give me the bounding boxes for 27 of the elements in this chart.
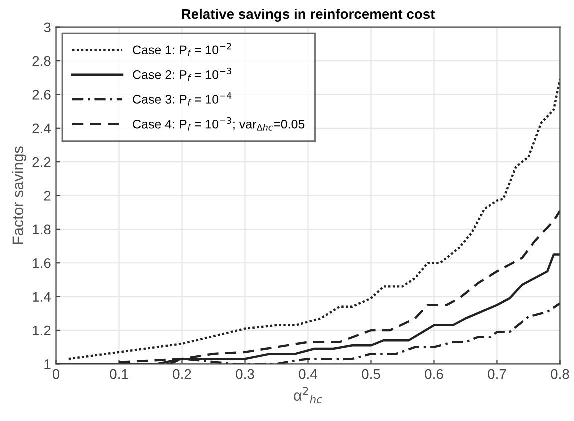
y-tick-label: 1.2 — [33, 326, 51, 336]
y-tick-label: 1.6 — [33, 258, 51, 268]
x-tick-label: 0.4 — [299, 369, 318, 380]
y-tick-label: 2.4 — [32, 124, 51, 134]
chart-title: Relative savings in reinforcement cost — [182, 8, 436, 22]
x-axis-title: α$^{2}$$_{hc}$ — [294, 387, 322, 404]
legend-label: Case 2: P$_{f}$ = 10$^{−3}$ — [133, 68, 232, 82]
y-tick-label: 1 — [44, 360, 51, 370]
x-tick-label: 0.6 — [425, 369, 444, 380]
x-tick-label: 0.2 — [173, 369, 192, 380]
y-tick-label: 2 — [44, 191, 51, 201]
legend-label: Case 1: P$_{f}$ = 10$^{−2}$ — [133, 43, 232, 56]
x-tick-label: 0.8 — [551, 369, 570, 380]
y-axis-title: Factor savings — [12, 146, 27, 244]
x-tick-label: 0.1 — [110, 369, 128, 380]
y-tick-label: 3 — [44, 22, 51, 33]
x-tick-label: 0.3 — [236, 369, 254, 380]
x-tick-label: 0 — [52, 369, 60, 380]
x-tick-label: 0.7 — [488, 369, 506, 380]
y-tick-label: 1.4 — [33, 292, 51, 302]
legend-label: Case 3: P$_{f}$ = 10$^{−4}$ — [133, 92, 232, 106]
legend-label: Case 4: P$_{f}$ = 10$^{−3}$; var$_{Δhc}$=0.05 — [133, 117, 305, 131]
y-tick-label: 2.8 — [32, 56, 51, 66]
y-tick-label: 2.6 — [32, 90, 51, 100]
y-tick-label: 1.8 — [33, 224, 51, 235]
y-tick-label: 2.2 — [32, 157, 51, 168]
x-tick-label: 0.5 — [362, 369, 380, 380]
